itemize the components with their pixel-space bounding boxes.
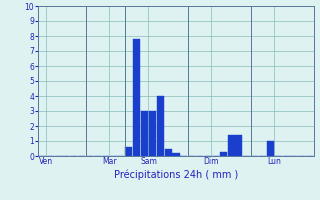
X-axis label: Précipitations 24h ( mm ): Précipitations 24h ( mm )	[114, 169, 238, 180]
Bar	[164, 148, 172, 156]
Bar	[267, 141, 274, 156]
Bar	[228, 135, 235, 156]
Bar	[125, 147, 132, 156]
Bar	[236, 135, 243, 156]
Bar	[172, 153, 180, 156]
Bar	[133, 39, 140, 156]
Bar	[141, 111, 148, 156]
Bar	[149, 111, 156, 156]
Bar	[220, 152, 227, 156]
Bar	[157, 96, 164, 156]
